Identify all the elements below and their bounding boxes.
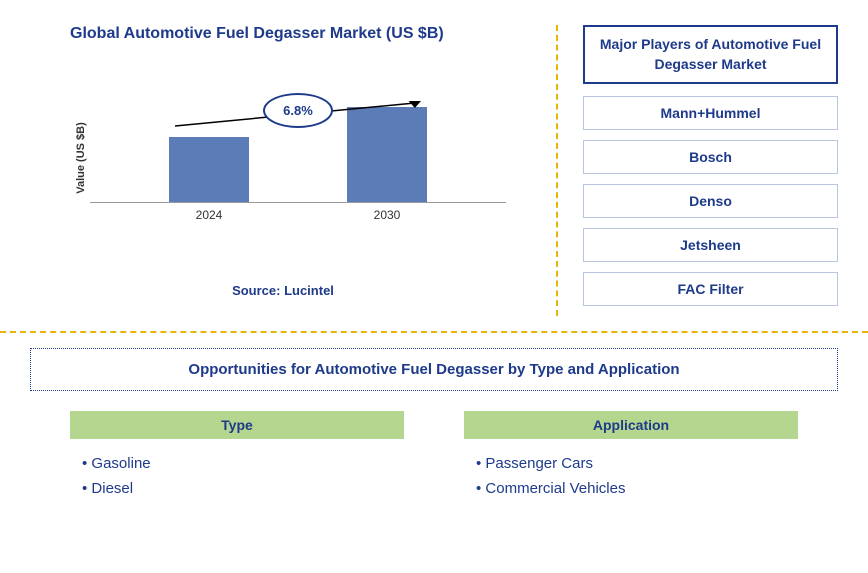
chart-area: Value (US $B) 6.8% 2024 2030 [90,73,506,243]
players-panel: Major Players of Automotive Fuel Degasse… [558,25,838,316]
growth-rate-value: 6.8% [283,103,313,118]
source-text: Source: Lucintel [30,283,536,298]
bars-container: 6.8% [90,73,506,203]
player-item-4: FAC Filter [583,272,838,306]
players-title: Major Players of Automotive Fuel Degasse… [583,25,838,84]
application-item-1: Commercial Vehicles [464,476,798,501]
player-item-0: Mann+Hummel [583,96,838,130]
category-type: Type Gasoline Diesel [70,411,404,501]
top-section: Global Automotive Fuel Degasser Market (… [0,0,868,331]
category-header-application: Application [464,411,798,439]
y-axis-label: Value (US $B) [75,122,87,194]
type-item-0: Gasoline [70,451,404,476]
player-item-1: Bosch [583,140,838,174]
category-header-type: Type [70,411,404,439]
categories-row: Type Gasoline Diesel Application Passeng… [30,411,838,501]
player-item-3: Jetsheen [583,228,838,262]
growth-rate-oval: 6.8% [263,93,333,128]
category-application: Application Passenger Cars Commercial Ve… [464,411,798,501]
application-item-0: Passenger Cars [464,451,798,476]
bar-2024 [169,137,249,202]
type-item-1: Diesel [70,476,404,501]
x-label-1: 2030 [347,208,427,222]
x-axis-labels: 2024 2030 [90,203,506,222]
opportunities-section: Opportunities for Automotive Fuel Degass… [0,331,868,516]
chart-title: Global Automotive Fuel Degasser Market (… [70,25,536,43]
chart-panel: Global Automotive Fuel Degasser Market (… [30,25,558,316]
opportunities-title: Opportunities for Automotive Fuel Degass… [30,348,838,391]
x-label-0: 2024 [169,208,249,222]
player-item-2: Denso [583,184,838,218]
